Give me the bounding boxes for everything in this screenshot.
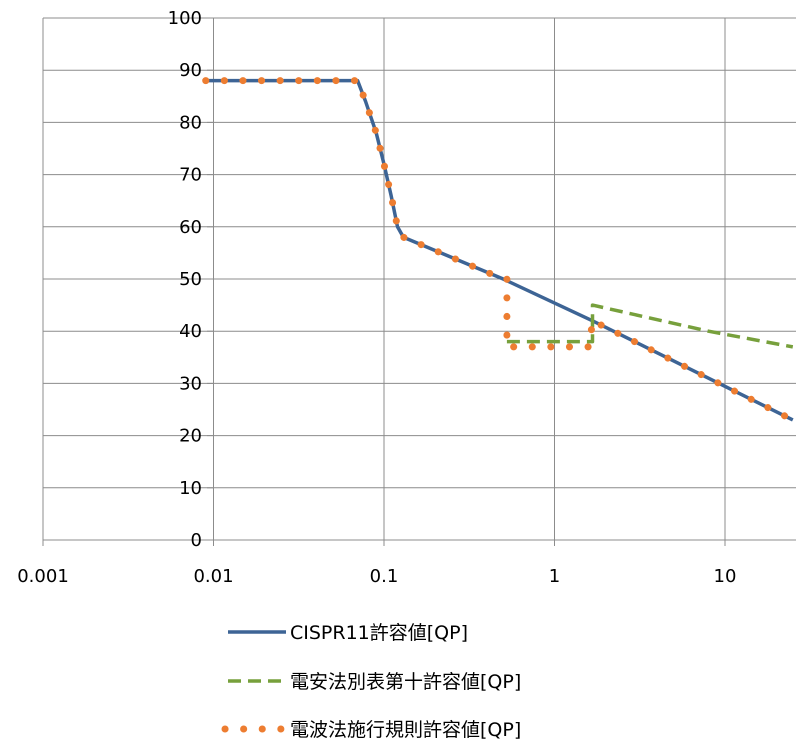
y-tick-label: 50 [179,269,202,290]
series-line-3 [202,77,796,424]
series-layer [202,77,796,424]
axes [43,17,796,541]
y-tick-label: 60 [179,217,202,238]
x-tick-label: 10 [714,566,737,587]
y-tick-label: 40 [179,321,202,342]
y-tick-label: 20 [179,426,202,447]
y-tick-label: 100 [168,8,202,29]
x-tick-label: 0.1 [370,566,399,587]
tick-labels: 0 10 20 30 40 50 60 70 80 90 100 0.001 0.01 0.1 1 10 [17,8,736,587]
y-tick-label: 70 [179,165,202,186]
y-tick-label: 90 [179,60,202,81]
grid [42,17,796,546]
legend: CISPR11許容値[QP] 電安法別表第十許容値[QP] 電波法施行規則許容値[Q… [221,622,521,741]
y-tick-label: 30 [179,373,202,394]
series-line-1 [205,78,794,422]
x-tick-label: 1 [549,566,560,587]
x-tick-label: 0.001 [17,566,69,587]
legend-label-1: CISPR11許容値[QP] [290,622,468,644]
y-tick-label: 80 [179,112,202,133]
y-tick-label: 0 [191,530,202,551]
legend-label-3: 電波法施行規則許容値[QP] [290,719,521,741]
y-tick-label: 10 [179,478,202,499]
series-line-2 [506,303,794,349]
legend-label-2: 電安法別表第十許容値[QP] [290,671,521,693]
x-tick-label: 0.01 [193,566,233,587]
